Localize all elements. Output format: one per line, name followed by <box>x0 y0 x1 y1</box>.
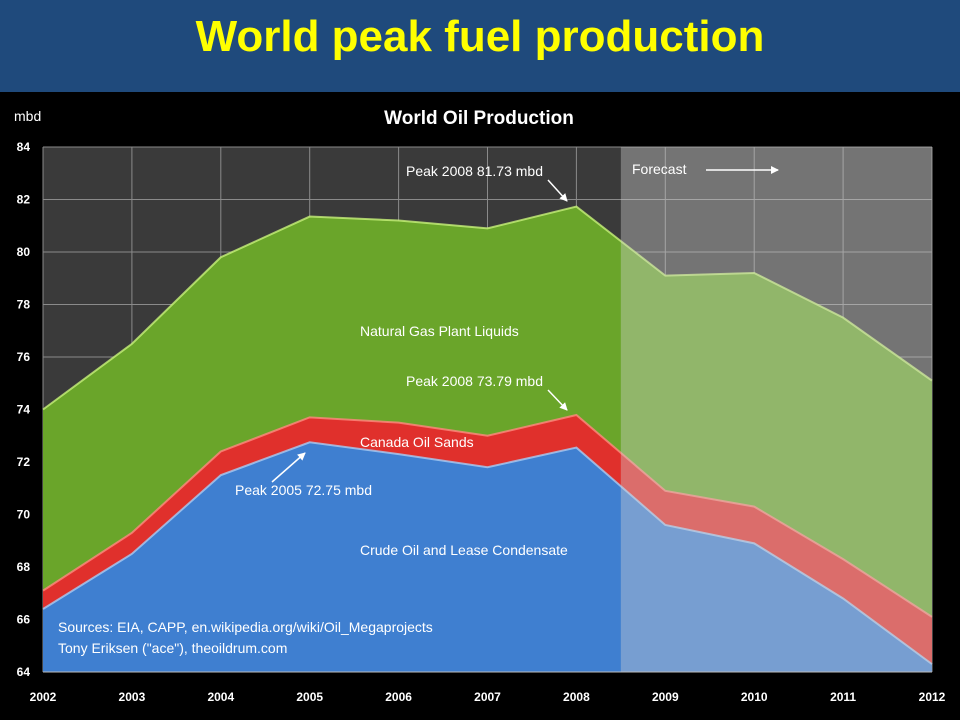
x-tick-label: 2003 <box>119 690 146 704</box>
annotation-peak-crude: Peak 2005 72.75 mbd <box>235 482 372 498</box>
stacked-areas <box>42 205 933 672</box>
x-tick-label: 2005 <box>296 690 323 704</box>
x-tick-label: 2004 <box>207 690 234 704</box>
x-tick-label: 2007 <box>474 690 501 704</box>
series-label-sands: Canada Oil Sands <box>360 434 474 450</box>
x-tick-label: 2011 <box>830 690 856 704</box>
title-bar: World peak fuel production <box>0 0 960 92</box>
series-label-ngl: Natural Gas Plant Liquids <box>360 323 519 339</box>
area-canada-oil-sands-edge <box>42 413 933 618</box>
series-label-crude: Crude Oil and Lease Condensate <box>360 542 568 558</box>
chart-frame: 64 66 68 70 72 74 76 78 80 82 84 2002 2003 2004 2005 20… <box>0 92 960 720</box>
annotation-peak-with-sands: Peak 2008 73.79 mbd <box>406 373 543 389</box>
arrow-peak-with-sands <box>547 389 568 411</box>
y-tick-label: 72 <box>17 455 31 469</box>
x-tick-label: 2012 <box>919 690 946 704</box>
y-tick-label: 80 <box>17 245 31 259</box>
y-tick-label: 84 <box>17 140 31 154</box>
world-oil-production-chart: 64 66 68 70 72 74 76 78 80 82 84 2002 2003 2004 2005 20… <box>14 108 946 704</box>
sources-line-2: Tony Eriksen ("ace"), theoildrum.com <box>58 640 287 656</box>
chart-title: World Oil Production <box>384 108 574 129</box>
sources-line-1: Sources: EIA, CAPP, en.wikipedia.org/wik… <box>58 619 433 635</box>
y-tick-label: 82 <box>17 193 31 207</box>
arrow-peak-crude <box>271 452 306 483</box>
annotation-forecast: Forecast <box>632 161 687 177</box>
x-tick-label: 2002 <box>30 690 57 704</box>
area-natural-gas-plant-liquids-edge <box>42 205 933 411</box>
y-tick-label: 70 <box>17 508 31 522</box>
arrow-peak-total <box>547 179 568 202</box>
y-tick-label: 78 <box>17 298 31 312</box>
axes: 64 66 68 70 72 74 76 78 80 82 84 2002 2003 2004 2005 20… <box>17 140 946 704</box>
x-tick-label: 2010 <box>741 690 768 704</box>
slide-title: World peak fuel production <box>195 12 765 61</box>
y-tick-label: 64 <box>17 665 31 679</box>
x-tick-label: 2009 <box>652 690 679 704</box>
y-tick-label: 68 <box>17 560 31 574</box>
x-tick-label: 2008 <box>563 690 590 704</box>
y-axis-label: mbd <box>14 108 41 124</box>
forecast-overlay <box>620 147 932 672</box>
area-crude-oil-edge <box>42 441 933 665</box>
area-crude-oil <box>43 442 932 672</box>
y-tick-label: 74 <box>17 403 31 417</box>
y-tick-label: 66 <box>17 613 31 627</box>
x-tick-label: 2006 <box>385 690 412 704</box>
y-tick-label: 76 <box>17 350 31 364</box>
annotation-peak-total: Peak 2008 81.73 mbd <box>406 163 543 179</box>
